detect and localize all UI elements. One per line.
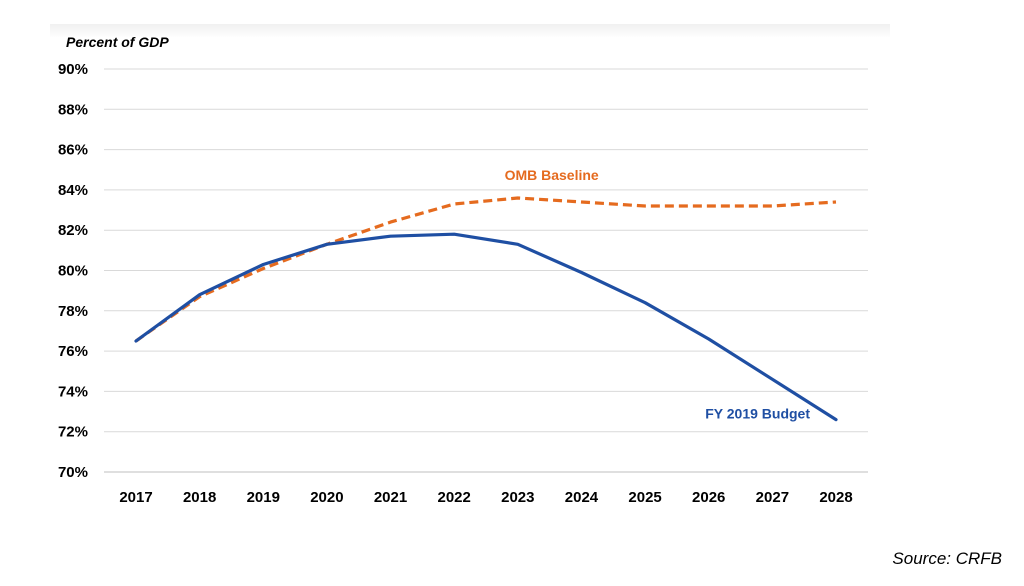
chart-top-shade xyxy=(50,24,890,38)
y-tick-label: 86% xyxy=(58,142,88,159)
x-tick-label: 2028 xyxy=(819,489,852,506)
y-tick-label: 70% xyxy=(58,464,88,481)
x-tick-label: 2022 xyxy=(437,489,470,506)
x-tick-label: 2025 xyxy=(628,489,661,506)
series-labels: OMB Baseline FY 2019 Budget xyxy=(505,167,811,422)
x-tick-label: 2018 xyxy=(183,489,216,506)
x-tick-label: 2019 xyxy=(247,489,280,506)
x-tick-label: 2027 xyxy=(756,489,789,506)
y-tick-label: 82% xyxy=(58,222,88,239)
series-omb-baseline-line xyxy=(135,196,837,343)
y-tick-label: 80% xyxy=(58,263,88,280)
x-tick-labels: 2017 2018 2019 2020 2021 2022 2023 2024 2025 2026… xyxy=(119,489,852,506)
series-label-omb-baseline: OMB Baseline xyxy=(505,167,599,183)
y-tick-label: 74% xyxy=(58,383,88,400)
source-note: Source: CRFB xyxy=(892,549,1002,568)
x-tick-label: 2023 xyxy=(501,489,534,506)
x-tick-label: 2017 xyxy=(119,489,152,506)
y-tick-labels: 70% 72% 74% 76% 78% 80% 82% 84% 86% 88% 90% xyxy=(58,61,88,481)
y-tick-label: 88% xyxy=(58,101,88,118)
x-tick-label: 2020 xyxy=(310,489,343,506)
y-tick-label: 84% xyxy=(58,182,88,199)
x-tick-label: 2021 xyxy=(374,489,407,506)
y-tick-label: 78% xyxy=(58,303,88,320)
series-lines xyxy=(134,196,838,422)
series-label-fy2019-budget: FY 2019 Budget xyxy=(705,406,810,422)
y-tick-label: 90% xyxy=(58,61,88,78)
x-tick-label: 2024 xyxy=(565,489,599,506)
y-axis-title: Percent of GDP xyxy=(66,34,169,50)
gridlines xyxy=(104,68,868,473)
y-tick-label: 76% xyxy=(58,343,88,360)
y-tick-label: 72% xyxy=(58,424,88,441)
x-tick-label: 2026 xyxy=(692,489,725,506)
series-fy2019-budget-line xyxy=(134,232,838,422)
